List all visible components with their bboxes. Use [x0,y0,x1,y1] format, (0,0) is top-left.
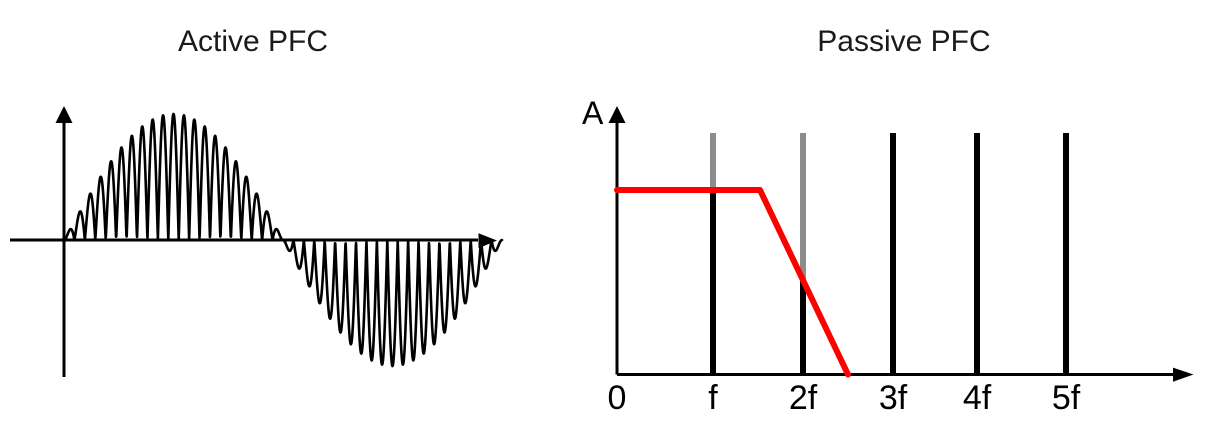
svg-text:f: f [708,379,718,417]
svg-text:5f: 5f [1052,379,1081,417]
svg-text:2f: 2f [789,379,818,417]
svg-text:4f: 4f [963,379,992,417]
svg-text:0: 0 [608,379,627,417]
svg-text:A: A [582,95,604,131]
svg-text:3f: 3f [879,379,908,417]
